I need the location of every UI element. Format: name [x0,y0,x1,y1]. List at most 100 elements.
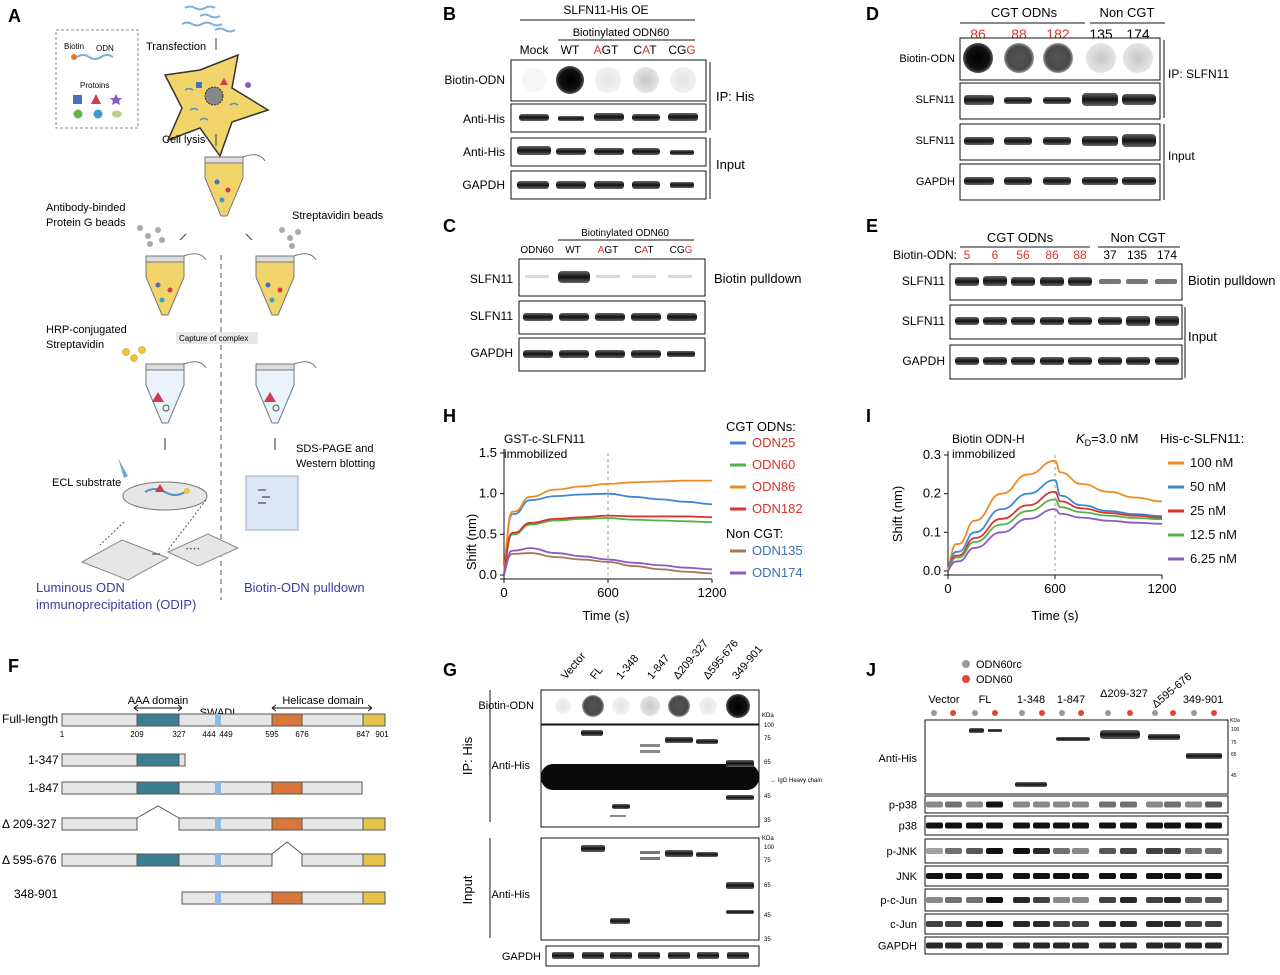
blot-band [926,873,943,879]
blot-band [1033,897,1050,903]
blot-band [1072,822,1089,829]
blot-band [1164,848,1181,854]
lane-label: 88 [1073,248,1087,262]
svg-text:KDa: KDa [762,713,774,719]
blot-band [945,822,962,829]
hrp-icon [122,346,146,362]
row-label: GAPDH [470,346,513,360]
blot-band [1072,801,1089,808]
blot-band [1120,848,1137,854]
lane-labels: Vector FL 1-348 1-847 Δ209-327 Δ595-676 … [559,638,765,682]
lane-dots [931,710,1217,716]
blot-band [1205,848,1222,854]
blot-band [1072,921,1089,927]
domain-label: Helicase domain [282,695,363,707]
blot-band [1120,822,1137,829]
lane-label: 135 [1127,248,1147,262]
panel-b-header: SLFN11-His OE [563,3,648,17]
lane-label: CGG [668,43,695,57]
biotin-label: Biotin [64,42,84,51]
svg-text:847: 847 [356,730,370,739]
svg-text:100: 100 [764,723,775,729]
blot-band [926,822,943,829]
svg-text:327: 327 [172,730,186,739]
blot-band [966,822,983,829]
panel-c-subheader: Biotinylated ODN60 [581,228,669,239]
lane-label: Mock [520,43,550,57]
odn-icon [76,54,114,60]
series-line [503,547,713,576]
blot-band [1146,942,1163,949]
sds-label-2: Western blotting [296,458,375,470]
odn-strands-icon [181,5,236,33]
blot-band [1164,897,1181,903]
blot-band [1099,942,1116,949]
group-header: Non CGT [1100,5,1155,20]
panel-e: E CGT ODNs Non CGT Biotin-ODN: 5 6 56 86… [866,216,1275,380]
blot-band [1120,921,1137,927]
blot-band [926,921,943,927]
legend-label: 50 nM [1190,479,1226,494]
legend-label: 25 nM [1190,503,1226,518]
construct-bar [61,805,386,831]
panel-c: C Biotinylated ODN60 ODN60 WT AGT CAT CG… [443,216,801,372]
svg-text:75: 75 [764,858,771,864]
cell-icon [163,53,270,158]
legend-dot [962,675,970,683]
svg-text:35: 35 [764,818,771,824]
lane-label: AGT [598,245,619,256]
series-line [503,492,713,576]
film-icon [166,533,240,567]
legend-label: 6.25 nM [1190,551,1237,566]
blot-band [1053,897,1070,903]
hrp-label-1: HRP-conjugated [46,324,127,336]
blot-band [1146,822,1163,829]
svg-text:100: 100 [1231,727,1240,733]
lane-labels: Vector FL 1-348 1-847 Δ209-327 Δ595-676 349-… [928,671,1223,711]
row-label: p-p38 [889,800,917,812]
blot-band [1185,848,1202,854]
blot-band [1099,897,1116,903]
row-label: Biotin-ODN [899,53,955,65]
dot [522,68,546,92]
chart-annotation: immobilized [504,447,567,461]
blot-band [1164,801,1181,808]
blot-band [1053,942,1070,949]
construct-bar [61,713,386,727]
blot-band [1013,801,1030,808]
y-tick-label: 0.1 [923,524,941,539]
row-label: GAPDH [462,178,505,192]
panel-g-letter: G [443,660,457,680]
legend-title: His-c-SLFN11: [1160,431,1244,446]
y-axis-label: Shift (nm) [890,486,905,542]
nucleus-icon [204,86,224,106]
svg-text:Vector: Vector [559,650,588,682]
lane-label: 5 [964,248,971,262]
row-label: Biotin-ODN [478,700,534,712]
blot-band [1013,873,1030,879]
plate-icon [80,539,170,581]
series-line [947,490,1163,572]
blot-band [1072,897,1089,903]
legend-dot [962,660,970,668]
blot-band [966,921,983,927]
biotin-icon [71,54,77,60]
row-label: Anti-His [491,760,530,772]
panel-e-letter: E [866,216,878,236]
row-label: GAPDH [902,354,945,368]
dot [633,67,659,93]
blot-band [1033,942,1050,949]
pulldown-tube-icon [255,253,317,316]
panel-j: J ODN60rc ODN60 Vector FL 1-348 1-847 Δ209-… [866,659,1240,955]
blot-band [986,801,1003,808]
ip-tube-icon [145,253,207,316]
protein-g-beads-icon [137,225,165,247]
lane-prefix: Biotin-ODN: [893,248,957,262]
construct-bar [181,891,386,905]
panel-h: H Shift (nm) Time (s) GST-c-SLFN11 immob… [443,406,803,623]
svg-text:676: 676 [295,730,309,739]
ecl-label: ECL substrate [52,477,121,489]
blot-band [986,942,1003,949]
ladder-marks: KDa 100 75 65 45 35 [762,836,775,943]
series-line [947,498,1163,572]
